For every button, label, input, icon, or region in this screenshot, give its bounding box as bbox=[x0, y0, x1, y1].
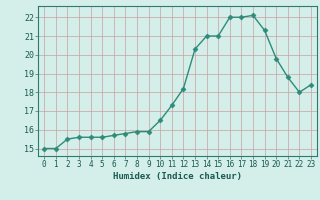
X-axis label: Humidex (Indice chaleur): Humidex (Indice chaleur) bbox=[113, 172, 242, 181]
